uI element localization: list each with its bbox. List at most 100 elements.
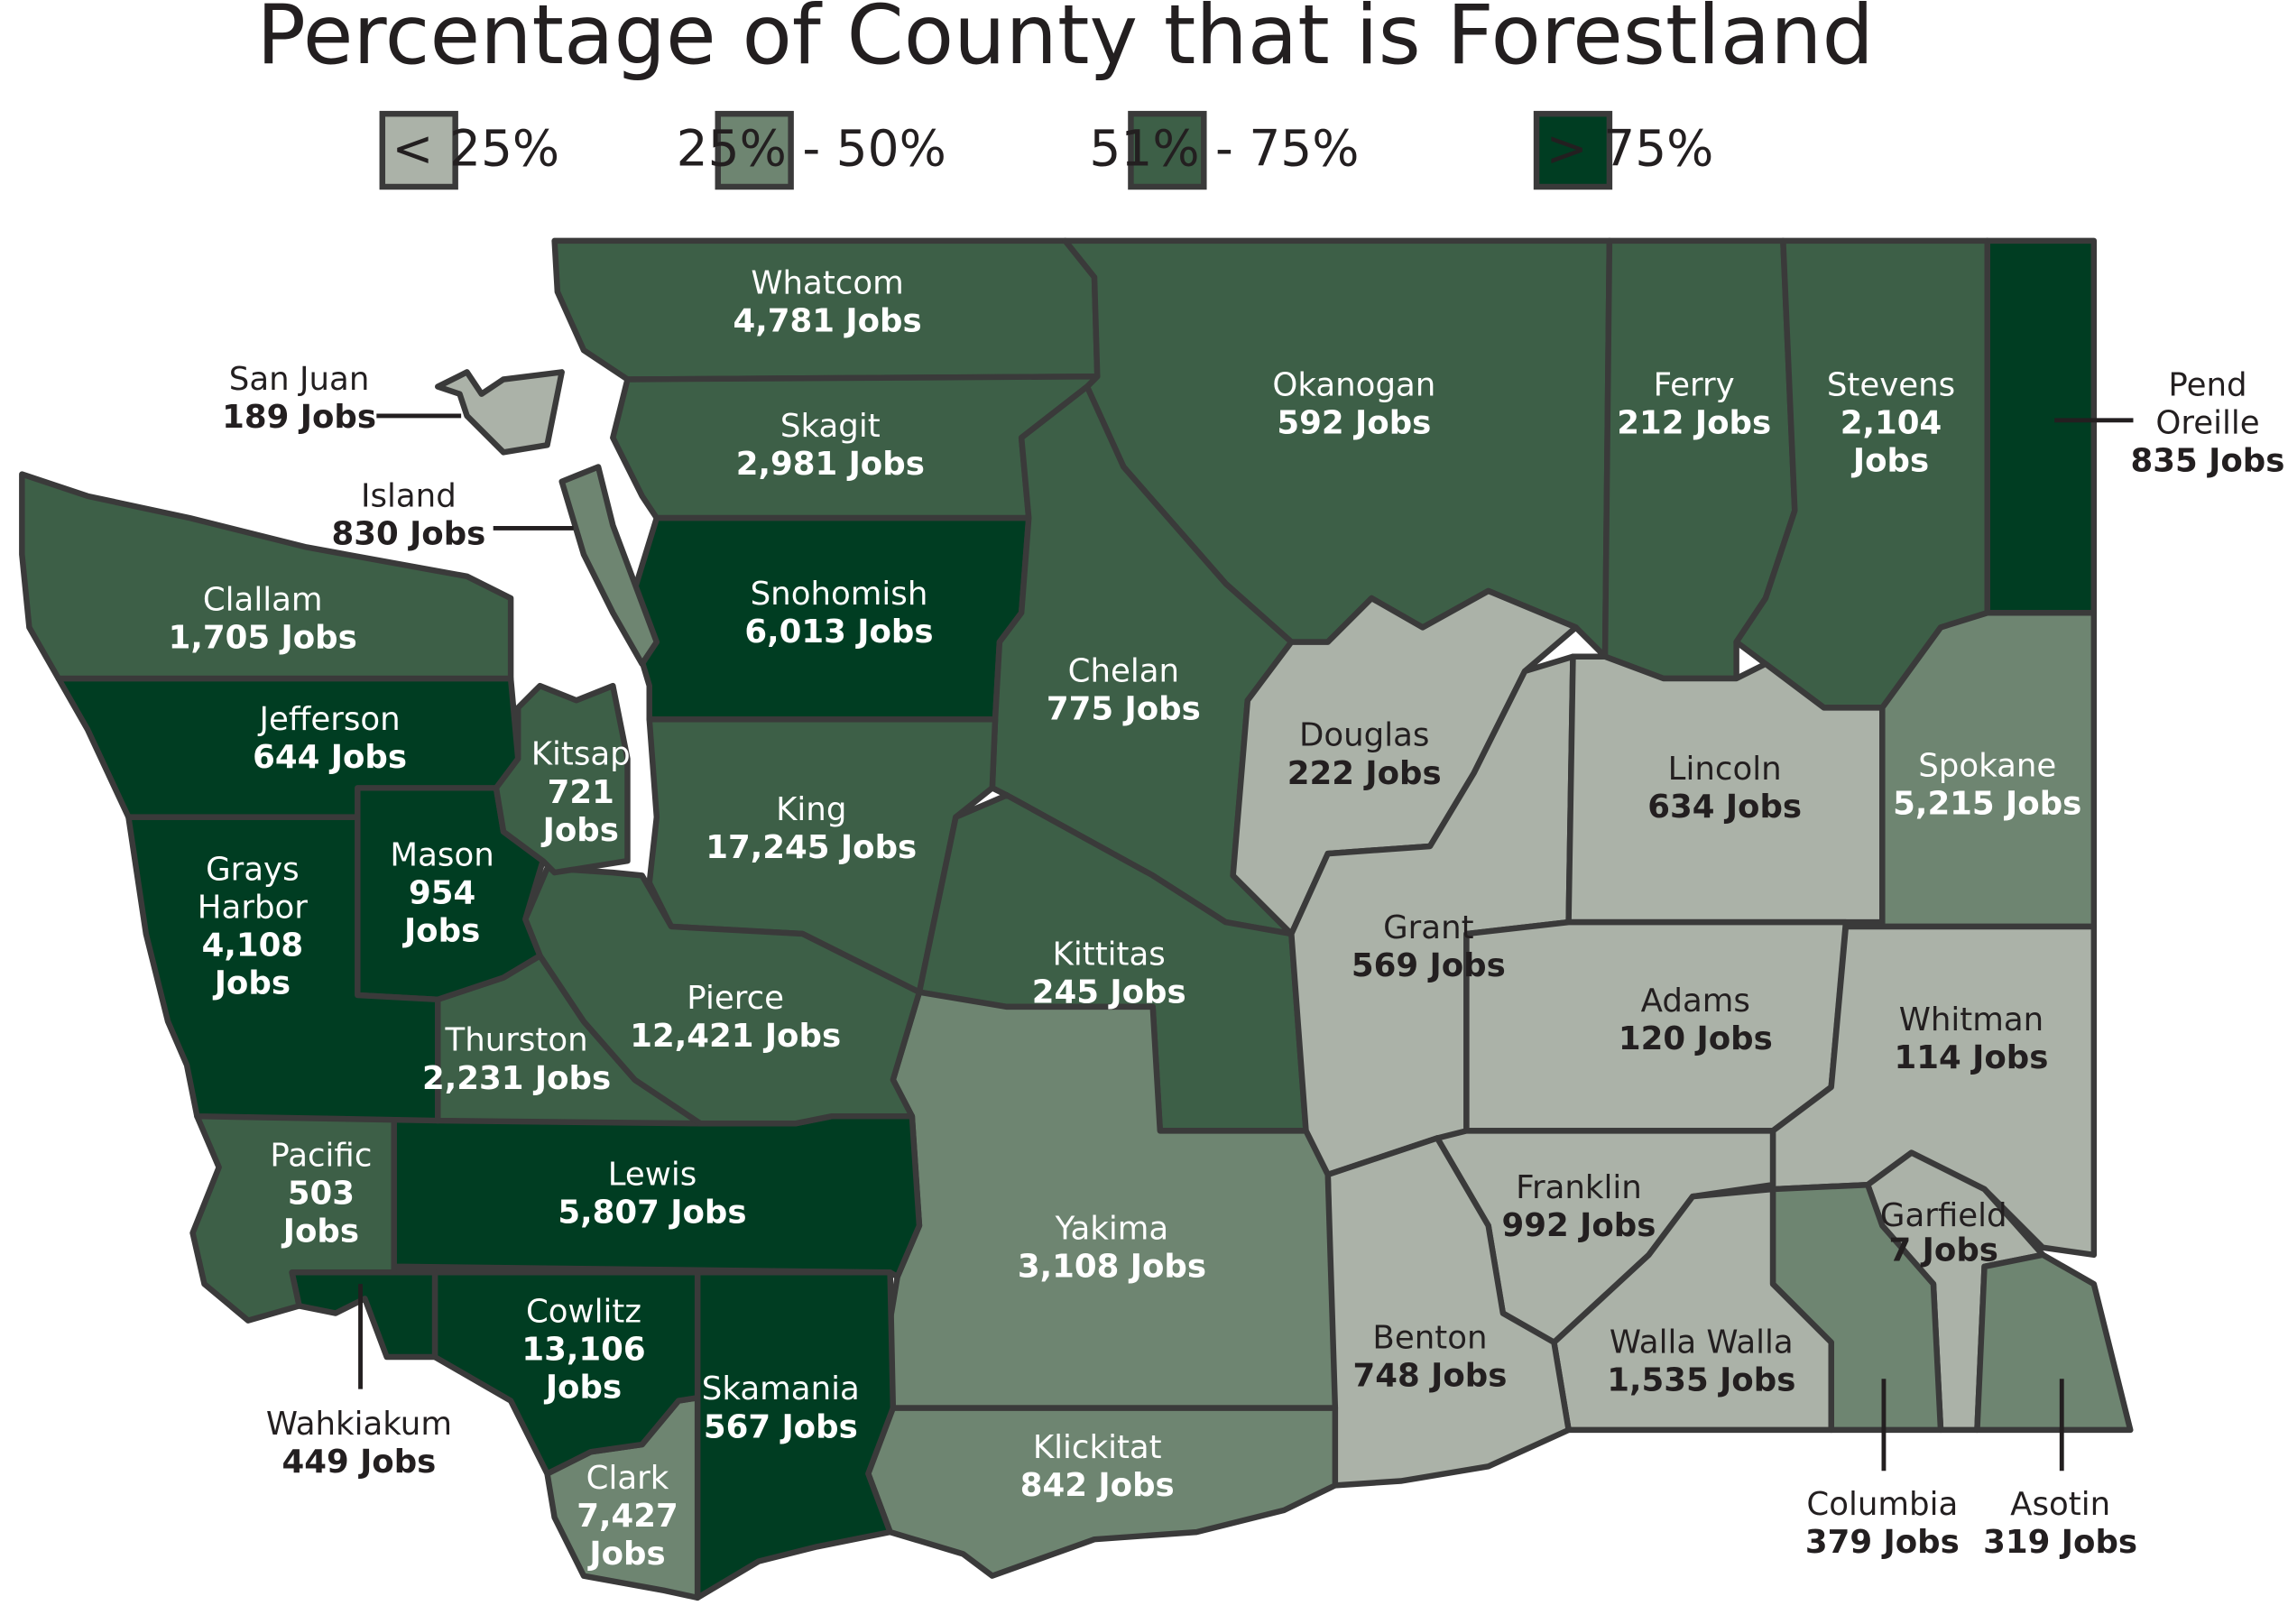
county-name: Whitman	[1899, 1001, 2044, 1038]
county-name: Benton	[1372, 1320, 1487, 1357]
county-shape	[1974, 1251, 2134, 1434]
county-jobs: 634 Jobs	[1647, 789, 1802, 826]
county-name: Walla Walla	[1610, 1324, 1794, 1361]
legend-label: < 25%	[392, 119, 559, 177]
county-jobs: Jobs	[541, 812, 619, 849]
county-name: Ferry	[1654, 367, 1735, 404]
county-name: Island	[361, 477, 457, 514]
county-shape	[1324, 1135, 1572, 1489]
legend-label: 51% - 75%	[1089, 119, 1359, 177]
county-jobs: 212 Jobs	[1617, 405, 1771, 442]
county-name: Franklin	[1516, 1169, 1642, 1206]
county-jobs: 1,705 Jobs	[169, 619, 357, 656]
county-name: Oreille	[2155, 405, 2259, 442]
county-shape	[55, 675, 521, 820]
county-jobs: 7,427	[577, 1498, 678, 1535]
county-jobs: 4,781 Jobs	[733, 302, 921, 339]
legend-label: 25% - 50%	[677, 119, 946, 177]
county-jobs: 748 Jobs	[1353, 1358, 1508, 1395]
county-jobs: 3,108 Jobs	[1018, 1248, 1206, 1285]
county-jobs: Jobs	[213, 965, 291, 1002]
county-name: Yakima	[1055, 1210, 1169, 1247]
county-name: Snohomish	[751, 576, 928, 613]
county-name: Kittitas	[1053, 936, 1166, 973]
county-jobs: 2,231 Jobs	[422, 1060, 611, 1097]
county-jobs: 644 Jobs	[253, 739, 407, 776]
county-jobs: 2,981 Jobs	[736, 446, 925, 483]
county-jobs: 569 Jobs	[1352, 947, 1506, 984]
county-name: Skamania	[702, 1370, 860, 1407]
county-name: Okanogan	[1272, 367, 1435, 404]
county-name: Lincoln	[1668, 751, 1782, 788]
county-name: Lewis	[608, 1157, 697, 1194]
county-jobs: Jobs	[587, 1536, 665, 1573]
counties	[19, 237, 2134, 1601]
legend: < 25% 25% - 50% 51% - 75% > 75%	[379, 110, 1714, 190]
county-name: Stevens	[1827, 367, 1955, 404]
county-name: Pierce	[687, 980, 784, 1017]
legend-swatch	[379, 110, 458, 190]
county-jobs: 775 Jobs	[1047, 691, 1201, 728]
county-jobs: 245 Jobs	[1032, 973, 1186, 1010]
county-jobs: 319 Jobs	[1983, 1524, 2137, 1561]
county-name: Grant	[1383, 909, 1474, 946]
county-jobs: 5,807 Jobs	[558, 1195, 746, 1232]
county-shape	[125, 814, 441, 1124]
county-jobs: 120 Jobs	[1619, 1020, 1773, 1057]
county-jobs: Jobs	[402, 912, 480, 949]
county-name: Chelan	[1068, 653, 1179, 690]
county-name: Douglas	[1299, 717, 1429, 754]
county-shape	[1984, 237, 2098, 616]
county-shape	[431, 1269, 701, 1477]
county-name: Whatcom	[751, 264, 903, 301]
county-name: Adams	[1641, 983, 1750, 1020]
legend-swatch	[715, 110, 794, 190]
county-name: Skagit	[780, 408, 881, 445]
county-name: Grays	[206, 851, 300, 888]
county-name: Pacific	[270, 1137, 372, 1174]
county-jobs: 721	[548, 774, 614, 811]
county-jobs: 6,013 Jobs	[744, 614, 933, 651]
county-shape	[1551, 1186, 1834, 1434]
county-shape	[19, 471, 514, 682]
county-jobs: 5,215 Jobs	[1893, 786, 2081, 823]
county-jobs: Jobs	[544, 1370, 622, 1407]
county-name: Clallam	[203, 581, 323, 618]
county-name: Klickitat	[1033, 1429, 1162, 1466]
county-name: Garfield	[1880, 1197, 2007, 1234]
county-jobs: 222 Jobs	[1287, 755, 1442, 792]
county-shape	[289, 1269, 438, 1361]
county-jobs: 503	[288, 1176, 355, 1213]
county-name: Harbor	[198, 890, 308, 927]
county-name: Clark	[586, 1460, 669, 1497]
county-jobs: 17,245 Jobs	[706, 829, 917, 866]
county-jobs: 13,106	[521, 1332, 645, 1369]
county-name: Kitsap	[531, 736, 631, 773]
county-shape	[493, 682, 631, 876]
county-name: Jefferson	[257, 701, 400, 738]
county-jobs: 2,104	[1841, 405, 1942, 442]
county-jobs: 189 Jobs	[222, 399, 376, 436]
county-name: King	[776, 791, 846, 828]
county-shape	[435, 369, 565, 456]
county-shape	[694, 1269, 897, 1601]
county-name: San Juan	[229, 361, 370, 398]
county-jobs: 379 Jobs	[1805, 1524, 1960, 1561]
county-jobs: 12,421 Jobs	[630, 1018, 841, 1055]
county-jobs: 114 Jobs	[1895, 1039, 2049, 1076]
county-jobs: 449 Jobs	[281, 1444, 436, 1481]
county-jobs: 992 Jobs	[1501, 1207, 1656, 1244]
county-jobs: 835 Jobs	[2131, 443, 2285, 480]
county-name: Thurston	[444, 1022, 587, 1059]
county-jobs: 4,108	[202, 927, 304, 964]
county-jobs: 842 Jobs	[1020, 1467, 1175, 1504]
county-name: Cowlitz	[526, 1294, 641, 1331]
legend-label: > 75%	[1546, 119, 1714, 177]
county-shape	[558, 464, 660, 668]
county-jobs: 1,535 Jobs	[1607, 1362, 1795, 1399]
county-name: Columbia	[1806, 1486, 1958, 1523]
county-jobs: 954	[409, 874, 475, 911]
county-name: Pend	[2168, 367, 2246, 404]
